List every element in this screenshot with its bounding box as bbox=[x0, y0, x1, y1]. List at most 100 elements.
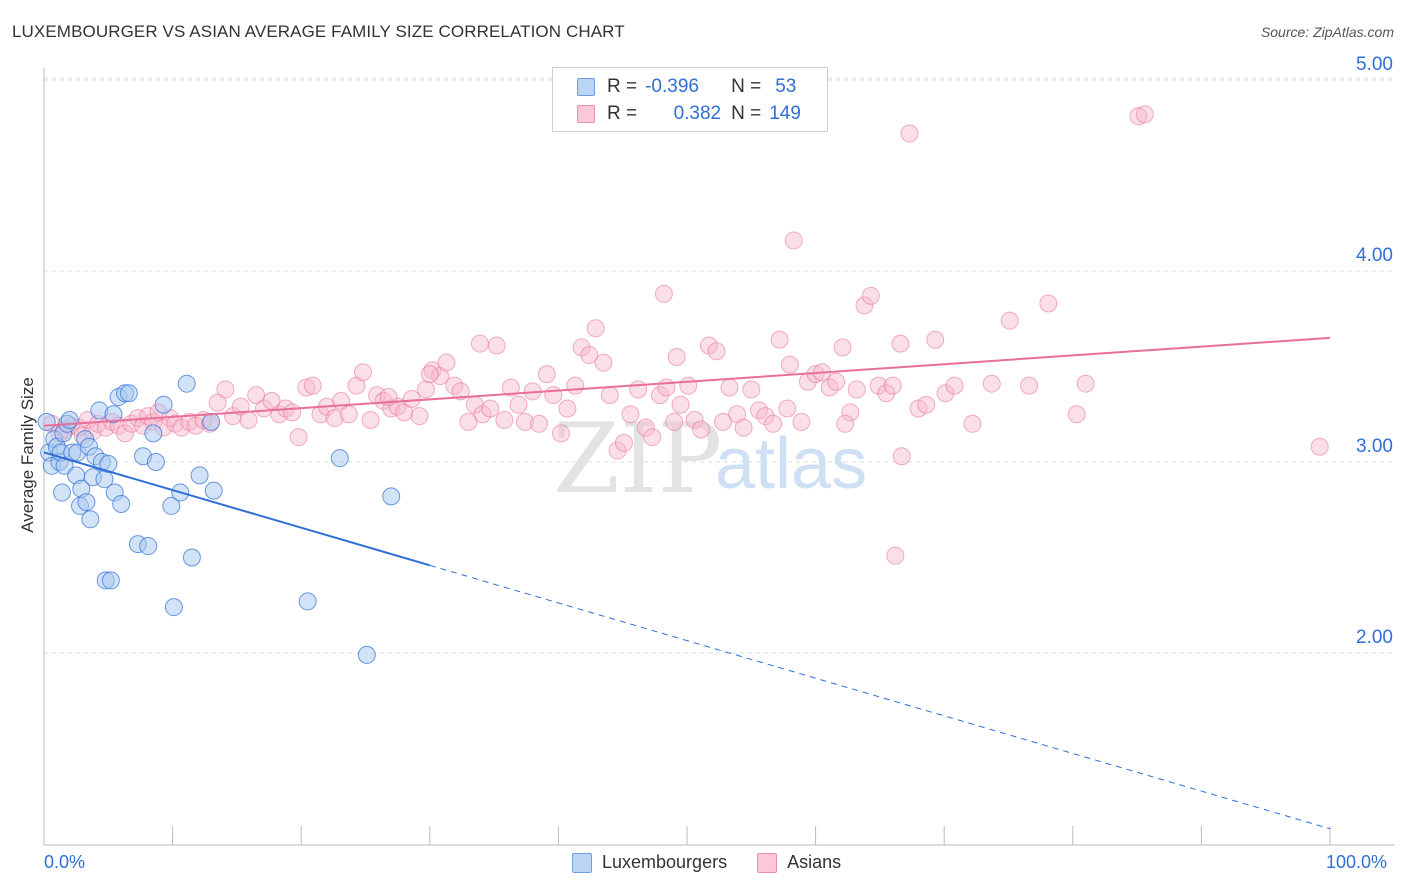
legend-swatch-pink bbox=[757, 852, 778, 873]
asians-point bbox=[707, 342, 726, 361]
source-credit: Source: ZipAtlas.com bbox=[1260, 24, 1394, 40]
asians-point bbox=[216, 380, 235, 399]
asians-point bbox=[654, 284, 673, 303]
y-tick-label: 2.00 bbox=[1356, 627, 1393, 648]
asians-point bbox=[437, 353, 456, 372]
luxembourgers-point bbox=[37, 412, 56, 431]
asians-point bbox=[283, 403, 302, 422]
asians-point bbox=[551, 424, 570, 443]
luxembourgers-point bbox=[202, 412, 221, 431]
luxembourgers-point bbox=[146, 453, 165, 471]
asians-point bbox=[361, 410, 380, 429]
asians-point bbox=[420, 365, 439, 384]
asians-trend-line bbox=[43, 336, 1331, 427]
asians-point bbox=[614, 433, 633, 452]
watermark: ZIP atlas bbox=[553, 403, 867, 515]
asians-point bbox=[936, 384, 955, 403]
asians-point bbox=[720, 378, 739, 397]
asians-point bbox=[841, 403, 860, 422]
asians-point bbox=[714, 412, 733, 431]
asians-point bbox=[116, 424, 135, 443]
luxembourgers-point bbox=[144, 424, 163, 443]
luxembourgers-point bbox=[112, 495, 131, 514]
asians-point bbox=[780, 355, 799, 374]
legend-swatch-pink bbox=[577, 105, 595, 123]
series-legend: Luxembourgers Asians bbox=[572, 852, 871, 873]
legend-row-luxembourgers: R = -0.396 N = 53 bbox=[577, 76, 796, 98]
legend-swatch-blue bbox=[572, 852, 592, 873]
asians-point bbox=[608, 441, 627, 460]
asians-point bbox=[734, 418, 753, 437]
luxembourgers-point bbox=[182, 548, 201, 567]
luxembourgers-point bbox=[154, 395, 173, 414]
asians-point bbox=[892, 447, 911, 466]
asians-point bbox=[451, 382, 470, 401]
y-tick-label: 5.00 bbox=[1356, 54, 1393, 75]
luxembourgers-point bbox=[81, 510, 100, 529]
legend-r-value: 0.382 bbox=[673, 103, 722, 124]
asians-point bbox=[877, 384, 896, 403]
y-tick-label: 3.00 bbox=[1356, 436, 1393, 457]
asians-point bbox=[208, 393, 227, 412]
asians-point bbox=[1135, 105, 1154, 124]
luxembourgers-point bbox=[164, 598, 183, 617]
asians-point bbox=[410, 407, 429, 426]
y-tick-labels: 2.00 3.00 4.00 5.00 bbox=[1356, 54, 1393, 648]
luxembourgers-point bbox=[139, 537, 158, 556]
asians-point bbox=[416, 380, 435, 399]
asians-point bbox=[289, 428, 308, 447]
luxembourgers-trend-extension bbox=[429, 564, 1331, 830]
x-tick-min: 0.0% bbox=[44, 852, 86, 872]
asians-point bbox=[891, 334, 910, 353]
asians-point bbox=[303, 376, 322, 395]
watermark-zip: ZIP bbox=[553, 403, 722, 515]
asians-point bbox=[827, 372, 846, 391]
asians-point bbox=[594, 353, 613, 372]
legend-n-value: 53 bbox=[775, 76, 797, 97]
luxembourgers-point bbox=[55, 456, 74, 475]
asians-point bbox=[883, 376, 902, 395]
asians-point bbox=[580, 346, 599, 365]
luxembourgers-point bbox=[60, 410, 79, 429]
asians-point bbox=[509, 395, 528, 414]
asians-point bbox=[395, 403, 414, 422]
asians-point bbox=[1076, 374, 1095, 393]
asians-point bbox=[231, 397, 250, 416]
asians-point bbox=[239, 410, 258, 429]
legend-item-asians[interactable]: Asians bbox=[757, 852, 841, 873]
asians-point bbox=[530, 414, 549, 433]
asians-point bbox=[784, 231, 803, 250]
asians-point bbox=[1039, 294, 1058, 313]
asians-point bbox=[544, 386, 563, 405]
luxembourgers-point bbox=[99, 454, 118, 473]
chart-title: LUXEMBOURGER VS ASIAN AVERAGE FAMILY SIZ… bbox=[12, 22, 625, 41]
asians-point bbox=[886, 546, 905, 565]
asians-point bbox=[636, 418, 655, 437]
asians-point bbox=[402, 389, 421, 408]
x-tick-max: 100.0% bbox=[1326, 852, 1388, 872]
asians-point bbox=[586, 319, 605, 338]
luxembourgers-point bbox=[298, 592, 317, 611]
asians-point bbox=[629, 380, 648, 399]
luxembourgers-point bbox=[177, 374, 196, 393]
luxembourgers-point bbox=[162, 496, 181, 515]
legend-r-label: R = bbox=[607, 76, 638, 97]
y-tick-label: 4.00 bbox=[1356, 245, 1393, 266]
legend-item-luxembourgers[interactable]: Luxembourgers bbox=[572, 852, 727, 873]
asians-point bbox=[742, 380, 761, 399]
asians-point bbox=[1000, 311, 1019, 330]
legend-r-label: R = bbox=[607, 103, 638, 124]
luxembourgers-point bbox=[77, 493, 96, 512]
legend-row-asians: R = 0.382 N = 149 bbox=[577, 103, 801, 125]
asians-point bbox=[756, 407, 775, 426]
luxembourgers-point bbox=[382, 487, 401, 506]
asians-point bbox=[869, 376, 888, 395]
asians-point bbox=[1310, 437, 1329, 456]
luxembourgers-point bbox=[119, 384, 138, 403]
asians-point bbox=[78, 410, 97, 429]
asians-point bbox=[982, 374, 1001, 393]
asians-point bbox=[770, 330, 789, 349]
asians-point bbox=[917, 395, 936, 414]
asians-point bbox=[1129, 107, 1148, 126]
